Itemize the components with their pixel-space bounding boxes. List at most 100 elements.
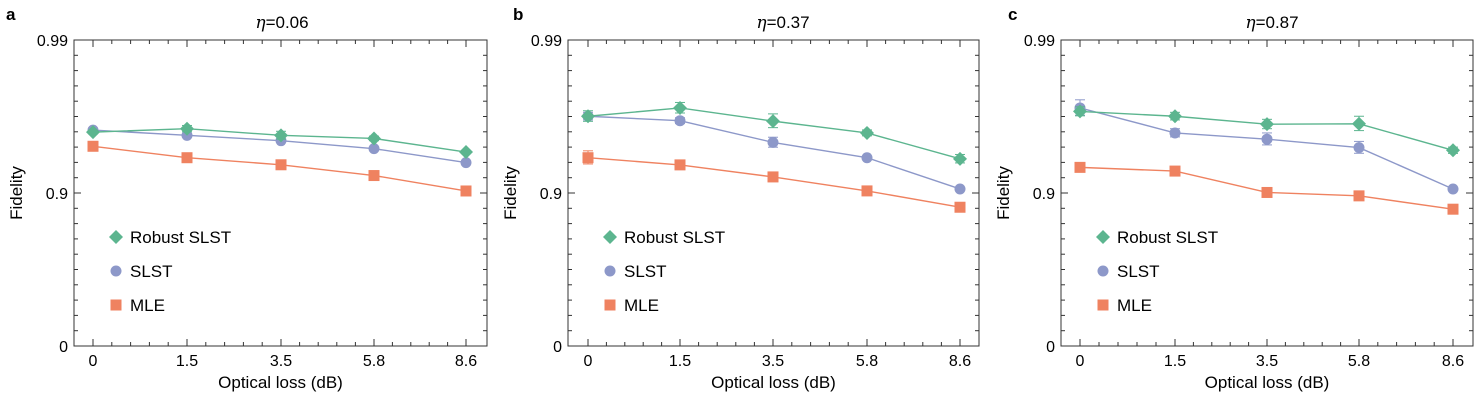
title-value: =0.37 (766, 13, 810, 32)
legend-label: MLE (130, 296, 165, 315)
legend-marker-circle (1097, 265, 1109, 277)
data-point-diamond (1168, 109, 1182, 124)
chart-svg: 0 0.9 0.99 0 1.5 3.5 5.8 8.6 Optical loss (dB) Fi… (501, 33, 980, 392)
panel-letter: b (513, 5, 524, 24)
legend-marker-square (110, 299, 122, 311)
panel-letter: a (6, 5, 16, 24)
y-tick-label: 0 (553, 339, 562, 356)
legend-marker-square (1097, 299, 1109, 311)
legend-marker-circle (110, 265, 122, 277)
eta-symbol: η (756, 13, 767, 33)
y-tick-label: 0.9 (540, 186, 562, 203)
data-point-square (368, 170, 380, 182)
eta-symbol: η (255, 13, 266, 33)
legend-label: MLE (1117, 296, 1152, 315)
chart-svg: 0 0.9 0.99 0 1.5 3.5 5.8 8.6 Optical loss (dB) Fi… (994, 33, 1474, 392)
data-point-square (954, 201, 966, 213)
x-tick-label: 0 (584, 353, 593, 370)
data-point-square (1353, 190, 1365, 202)
y-tick-label: 0 (1046, 339, 1055, 356)
data-point-diamond (860, 125, 874, 140)
x-tick-label: 3.5 (1256, 353, 1278, 370)
y-tick-label: 0.9 (46, 186, 68, 203)
legend-label: SLST (130, 262, 173, 281)
legend-marker-diamond (109, 230, 123, 244)
data-point-square (87, 140, 99, 152)
data-point-diamond (274, 128, 288, 143)
data-point-square (275, 159, 287, 171)
chart-title: η=0.37 (683, 13, 883, 33)
data-point-square (181, 152, 193, 164)
x-tick-label: 5.8 (363, 353, 385, 370)
x-tick-label: 0 (89, 353, 98, 370)
data-point-square (674, 159, 686, 171)
data-point-circle (1261, 133, 1273, 145)
chart-title: η=0.06 (182, 13, 382, 33)
data-point-square (861, 185, 873, 197)
x-tick-label: 3.5 (762, 353, 784, 370)
y-axis-label: Fidelity (501, 166, 520, 220)
x-tick-label: 1.5 (1164, 353, 1186, 370)
y-tick-label: 0.9 (1033, 186, 1055, 203)
y-tick-label: 0.99 (37, 33, 68, 50)
data-point-circle (1169, 127, 1181, 139)
data-point-square (1074, 161, 1086, 173)
chart-panel-b: b η=0.37 0 0.9 0.99 0 1.5 3.5 5.8 8.6 Optical lo… (493, 0, 986, 407)
data-point-square (460, 185, 472, 197)
x-axis-label: Optical loss (dB) (218, 373, 343, 392)
data-point-square (1261, 186, 1273, 198)
legend-marker-circle (604, 265, 616, 277)
data-point-diamond (180, 121, 194, 136)
data-point-circle (368, 143, 380, 155)
eta-symbol: η (1245, 13, 1256, 33)
x-tick-label: 8.6 (1442, 353, 1464, 370)
legend-label: MLE (624, 296, 659, 315)
data-point-circle (861, 152, 873, 164)
data-point-square (582, 152, 594, 164)
y-axis-label: Fidelity (7, 166, 26, 220)
x-tick-label: 5.8 (856, 353, 878, 370)
data-point-diamond (581, 109, 595, 124)
x-tick-label: 1.5 (669, 353, 691, 370)
legend-marker-diamond (603, 230, 617, 244)
x-axis-label: Optical loss (dB) (1205, 373, 1330, 392)
x-tick-label: 0 (1076, 353, 1085, 370)
data-point-circle (767, 136, 779, 148)
title-value: =0.06 (265, 13, 309, 32)
data-point-diamond (459, 145, 473, 160)
data-point-circle (954, 183, 966, 195)
series-line-square (587, 157, 961, 208)
x-tick-label: 1.5 (176, 353, 198, 370)
data-point-square (1169, 165, 1181, 177)
y-tick-label: 0.99 (1024, 33, 1055, 50)
x-axis-label: Optical loss (dB) (711, 373, 836, 392)
x-tick-label: 8.6 (455, 353, 477, 370)
chart-svg: 0 0.9 0.99 0 1.5 3.5 5.8 8.6 Optical loss (dB) Fi… (7, 33, 488, 392)
data-point-circle (1353, 142, 1365, 154)
chart-panel-a: a η=0.06 0 0.9 0.99 0 1.5 3.5 5.8 8.6 Optical lo… (0, 0, 493, 407)
data-point-diamond (1073, 104, 1087, 119)
data-point-diamond (367, 131, 381, 146)
data-point-circle (674, 115, 686, 127)
legend-label: Robust SLST (130, 228, 231, 247)
data-point-diamond (1352, 116, 1366, 131)
legend-label: SLST (624, 262, 667, 281)
legend-marker-square (604, 299, 616, 311)
data-point-square (1447, 203, 1459, 215)
chart-title: η=0.87 (1172, 13, 1372, 33)
y-tick-label: 0.99 (531, 33, 562, 50)
y-tick-label: 0 (59, 339, 68, 356)
legend-label: Robust SLST (624, 228, 725, 247)
title-value: =0.87 (1255, 13, 1299, 32)
legend-label: Robust SLST (1117, 228, 1218, 247)
data-point-circle (460, 157, 472, 169)
data-point-diamond (673, 100, 687, 115)
data-point-diamond (766, 114, 780, 129)
y-axis-label: Fidelity (994, 166, 1013, 220)
data-point-diamond (1260, 117, 1274, 132)
x-tick-label: 3.5 (270, 353, 292, 370)
chart-panel-c: c η=0.87 0 0.9 0.99 0 1.5 3.5 5.8 8.6 Optical lo… (986, 0, 1479, 407)
panel-letter: c (1008, 5, 1018, 24)
data-point-diamond (86, 125, 100, 140)
data-point-square (767, 171, 779, 183)
